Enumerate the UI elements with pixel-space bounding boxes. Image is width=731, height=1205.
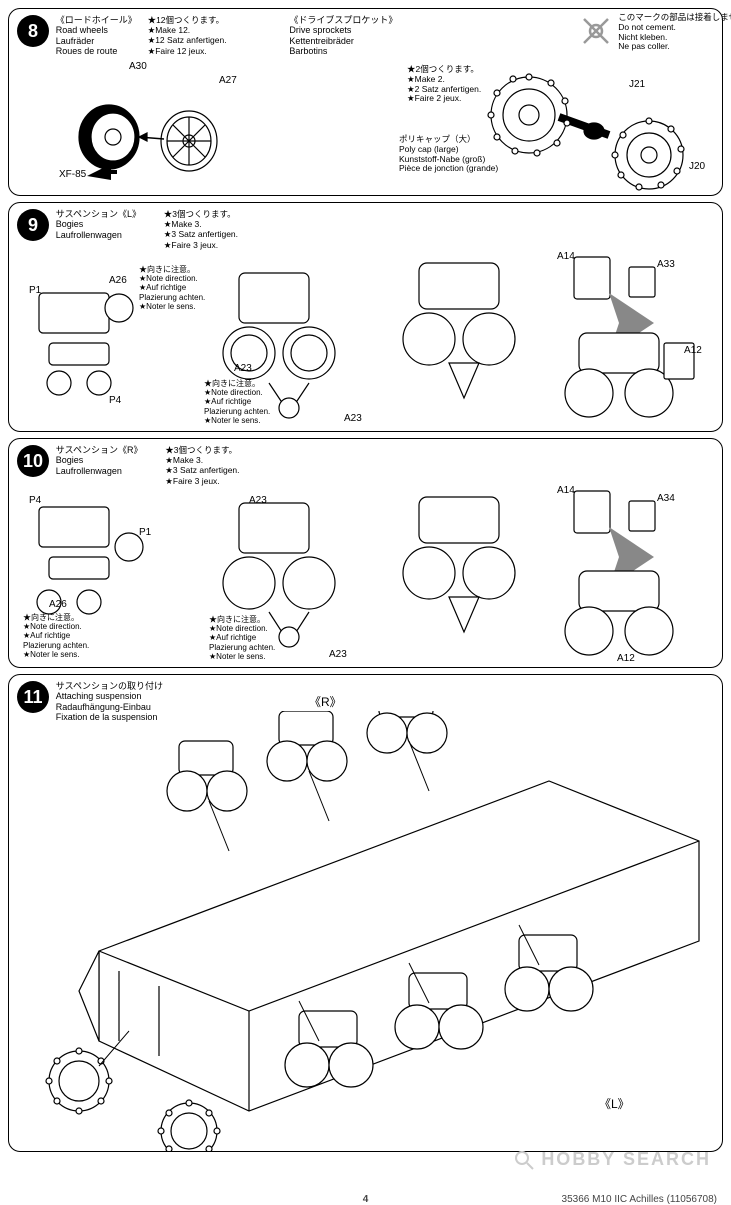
step-9-titles: サスペンション《L》 Bogies Laufrollenwagen xyxy=(56,209,141,240)
sprocket-diagram xyxy=(479,55,709,195)
part-j21: J21 xyxy=(629,79,645,90)
s10-p1: P1 xyxy=(139,527,151,538)
s10-a12: A12 xyxy=(617,653,635,664)
s10-a23-1: A23 xyxy=(249,495,267,506)
step-9-number: 9 xyxy=(17,209,49,241)
step-10-number: 10 xyxy=(17,445,49,477)
s9-a23-1: A23 xyxy=(234,363,252,374)
s9-a23-2: A23 xyxy=(344,413,362,424)
s9-direction1: ★向きに注意。 ★Note direction. ★Auf richtige P… xyxy=(139,265,205,311)
s9-p4: P4 xyxy=(109,395,121,406)
s9-direction2: ★向きに注意。 ★Note direction. ★Auf richtige P… xyxy=(204,379,270,425)
step-10-panel: 10 サスペンション《R》 Bogies Laufrollenwagen ★3個… xyxy=(8,438,723,668)
step-8-left-titles: 《ロードホイール》 Road wheels Laufräder Roues de… xyxy=(56,15,137,56)
s10-a26: A26 xyxy=(49,599,67,610)
step-11-panel: 11 サスペンションの取り付け Attaching suspension Rad… xyxy=(8,674,723,1152)
s10-p4: P4 xyxy=(29,495,41,506)
step-9-panel: 9 サスペンション《L》 Bogies Laufrollenwagen ★3個つ… xyxy=(8,202,723,432)
s10-a14: A14 xyxy=(557,485,575,496)
part-a30: A30 xyxy=(129,61,147,72)
search-icon xyxy=(514,1150,534,1170)
hull-diagram xyxy=(19,711,719,1151)
step-11-number: 11 xyxy=(17,681,49,713)
step-8-panel: 8 《ロードホイール》 Road wheels Laufräder Roues … xyxy=(8,8,723,196)
xf85-arrow xyxy=(87,164,117,182)
s9-a12: A12 xyxy=(684,345,702,356)
s11-r-label: 《R》 xyxy=(309,693,342,710)
s9-a14: A14 xyxy=(557,251,575,262)
s10-a23-2: A23 xyxy=(329,649,347,660)
bogie-r-diagram xyxy=(19,487,719,665)
step-8-right-notes: ★2個つくります。 ★Make 2. ★2 Satz anfertigen. ★… xyxy=(407,65,481,104)
no-cement-icon xyxy=(578,13,614,49)
s9-a33: A33 xyxy=(657,259,675,270)
s10-direction2: ★向きに注意。 ★Note direction. ★Auf richtige P… xyxy=(209,615,275,661)
s9-a26: A26 xyxy=(109,275,127,286)
part-j20: J20 xyxy=(689,161,705,172)
step-9-notes: ★3個つくります。 ★Make 3. ★3 Satz anfertigen. ★… xyxy=(164,209,238,250)
step-8-right-titles: 《ドライブスプロケット》 Drive sprockets Kettentreib… xyxy=(289,15,397,56)
step-10-notes: ★3個つくります。 ★Make 3. ★3 Satz anfertigen. ★… xyxy=(165,445,239,486)
polycap-note: ポリキャップ（大） Poly cap (large) Kunststoff-Na… xyxy=(399,135,498,174)
s9-p1: P1 xyxy=(29,285,41,296)
no-cement-note: このマークの部品は接着しません。 Do not cement. Nicht kl… xyxy=(578,13,714,52)
part-a27: A27 xyxy=(219,75,237,86)
part-xf85: XF-85 xyxy=(59,169,86,180)
step-8-number: 8 xyxy=(17,15,49,47)
watermark: HOBBY SEARCH xyxy=(514,1149,711,1170)
step-10-titles: サスペンション《R》 Bogies Laufrollenwagen xyxy=(56,445,143,476)
s10-a34: A34 xyxy=(657,493,675,504)
s10-direction1: ★向きに注意。 ★Note direction. ★Auf richtige P… xyxy=(23,613,89,659)
step-8-left-notes: ★12個つくります。 ★Make 12. ★12 Satz anfertigen… xyxy=(148,15,227,56)
